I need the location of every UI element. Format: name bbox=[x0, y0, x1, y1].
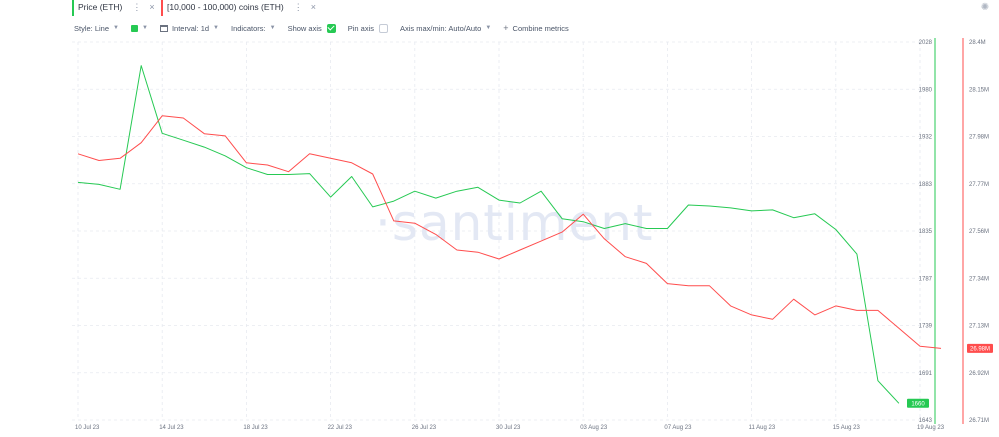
price-last-value-label: 1660 bbox=[911, 401, 925, 407]
coins-line bbox=[77, 115, 942, 349]
coins-tick-label: 27.77M bbox=[969, 182, 989, 188]
tab-color-bar bbox=[161, 0, 163, 16]
x-tick-label: 11 Aug 23 bbox=[749, 425, 776, 431]
coins-tick-label: 27.98M bbox=[969, 135, 989, 141]
tab-color-bar bbox=[72, 0, 74, 16]
price-tick-label: 1883 bbox=[919, 182, 933, 188]
close-icon[interactable]: × bbox=[149, 2, 155, 12]
close-icon[interactable]: × bbox=[310, 2, 316, 12]
chart-toolbar: Style: Line ▼ ▼ Interval: 1d ▼ Indicator… bbox=[74, 21, 581, 35]
price-tick-label: 1787 bbox=[919, 276, 933, 282]
plus-icon: + bbox=[503, 23, 509, 33]
more-options-icon[interactable]: ⋮ bbox=[293, 1, 303, 12]
coins-tick-label: 27.34M bbox=[969, 276, 989, 282]
metric-tab-label: Price (ETH) bbox=[78, 2, 123, 12]
indicators-label: Indicators: bbox=[231, 23, 266, 33]
axis-maxmin-label: Axis max/min: Auto/Auto bbox=[400, 23, 482, 33]
x-tick-label: 14 Jul 23 bbox=[159, 425, 184, 431]
show-axis-toggle[interactable]: Show axis bbox=[287, 23, 336, 33]
coins-last-value-badge bbox=[967, 343, 993, 353]
combine-metrics-label: Combine metrics bbox=[512, 23, 569, 33]
x-tick-label: 19 Aug 23 bbox=[917, 425, 945, 431]
interval-label: Interval: 1d bbox=[171, 23, 210, 33]
style-dropdown[interactable]: Style: Line ▼ bbox=[74, 24, 119, 33]
price-tick-label: 1643 bbox=[919, 418, 933, 424]
chevron-down-icon: ▼ bbox=[269, 25, 276, 31]
metric-tab-bar: Price (ETH) ⋮ × [10,000 - 100,000) coins… bbox=[0, 0, 999, 16]
interval-dropdown[interactable]: Interval: 1d ▼ bbox=[159, 23, 219, 33]
x-axis-ticks: 10 Jul 23 14 Jul 23 18 Jul 23 22 Jul 23 26 J… bbox=[75, 425, 945, 431]
x-tick-label: 07 Aug 23 bbox=[664, 425, 692, 431]
coins-tick-label: 28.15M bbox=[969, 87, 989, 93]
price-tick-label: 2028 bbox=[919, 40, 933, 46]
metric-tab-label: [10,000 - 100,000) coins (ETH) bbox=[167, 2, 284, 12]
x-tick-label: 03 Aug 23 bbox=[580, 425, 608, 431]
x-tick-label: 26 Jul 23 bbox=[412, 425, 437, 431]
price-tick-label: 1739 bbox=[919, 324, 933, 330]
calendar-icon bbox=[159, 24, 168, 32]
price-tick-label: 1980 bbox=[919, 87, 933, 93]
price-tick-label: 1932 bbox=[919, 135, 933, 141]
chevron-down-icon: ▼ bbox=[113, 25, 119, 31]
x-tick-label: 18 Jul 23 bbox=[243, 425, 268, 431]
x-tick-label: 10 Jul 23 bbox=[75, 425, 100, 431]
left-axis-ticks: 2028 1980 1932 1883 1835 1787 1739 1691 1643 bbox=[919, 40, 933, 424]
show-axis-label: Show axis bbox=[287, 23, 322, 33]
coins-tick-label: 28.4M bbox=[969, 40, 986, 46]
chart-grid bbox=[72, 41, 921, 421]
coins-tick-label: 27.56M bbox=[969, 229, 989, 235]
style-label: Style: Line bbox=[74, 23, 110, 33]
pin-axis-label: Pin axis bbox=[347, 23, 375, 33]
coins-tick-label: 26.92M bbox=[969, 371, 989, 377]
last-value-badges: 1660 26.98M bbox=[907, 343, 993, 408]
x-tick-label: 15 Aug 23 bbox=[833, 425, 861, 431]
pin-axis-toggle[interactable]: Pin axis bbox=[347, 23, 389, 33]
chart-axes bbox=[934, 38, 964, 424]
more-options-icon[interactable]: ⋮ bbox=[132, 1, 142, 12]
right-axis-ticks: 28.4M 28.15M 27.98M 27.77M 27.56M 27.34M 27.13… bbox=[969, 40, 989, 424]
x-tick-label: 30 Jul 23 bbox=[496, 425, 521, 431]
show-axis-checkbox[interactable] bbox=[326, 23, 336, 33]
indicators-dropdown[interactable]: Indicators: ▼ bbox=[231, 24, 276, 33]
coins-tick-label: 26.71M bbox=[969, 418, 989, 424]
axis-maxmin-dropdown[interactable]: Axis max/min: Auto/Auto ▼ bbox=[400, 24, 491, 33]
color-swatch-icon bbox=[130, 24, 138, 32]
price-tick-label: 1835 bbox=[919, 229, 933, 235]
chevron-down-icon: ▼ bbox=[141, 25, 148, 31]
price-line bbox=[77, 65, 900, 404]
chevron-down-icon: ▼ bbox=[213, 25, 219, 31]
price-last-value-badge bbox=[907, 398, 929, 408]
santiment-watermark: ·santiment bbox=[375, 194, 654, 252]
settings-gear-icon[interactable]: ✺ bbox=[980, 2, 990, 13]
color-picker[interactable]: ▼ bbox=[130, 24, 148, 32]
chart-series bbox=[77, 65, 942, 404]
coins-tick-label: 27.13M bbox=[969, 324, 989, 330]
chevron-down-icon: ▼ bbox=[485, 25, 492, 31]
x-tick-label: 22 Jul 23 bbox=[328, 425, 353, 431]
price-tick-label: 1691 bbox=[919, 371, 933, 377]
pin-axis-checkbox[interactable] bbox=[379, 23, 389, 33]
metric-tab-coins[interactable]: [10,000 - 100,000) coins (ETH) ⋮ × bbox=[161, 0, 319, 16]
coins-last-value-label: 26.98M bbox=[970, 346, 990, 352]
metric-tab-price[interactable]: Price (ETH) ⋮ × bbox=[72, 0, 162, 16]
combine-metrics-button[interactable]: + Combine metrics bbox=[503, 23, 569, 33]
